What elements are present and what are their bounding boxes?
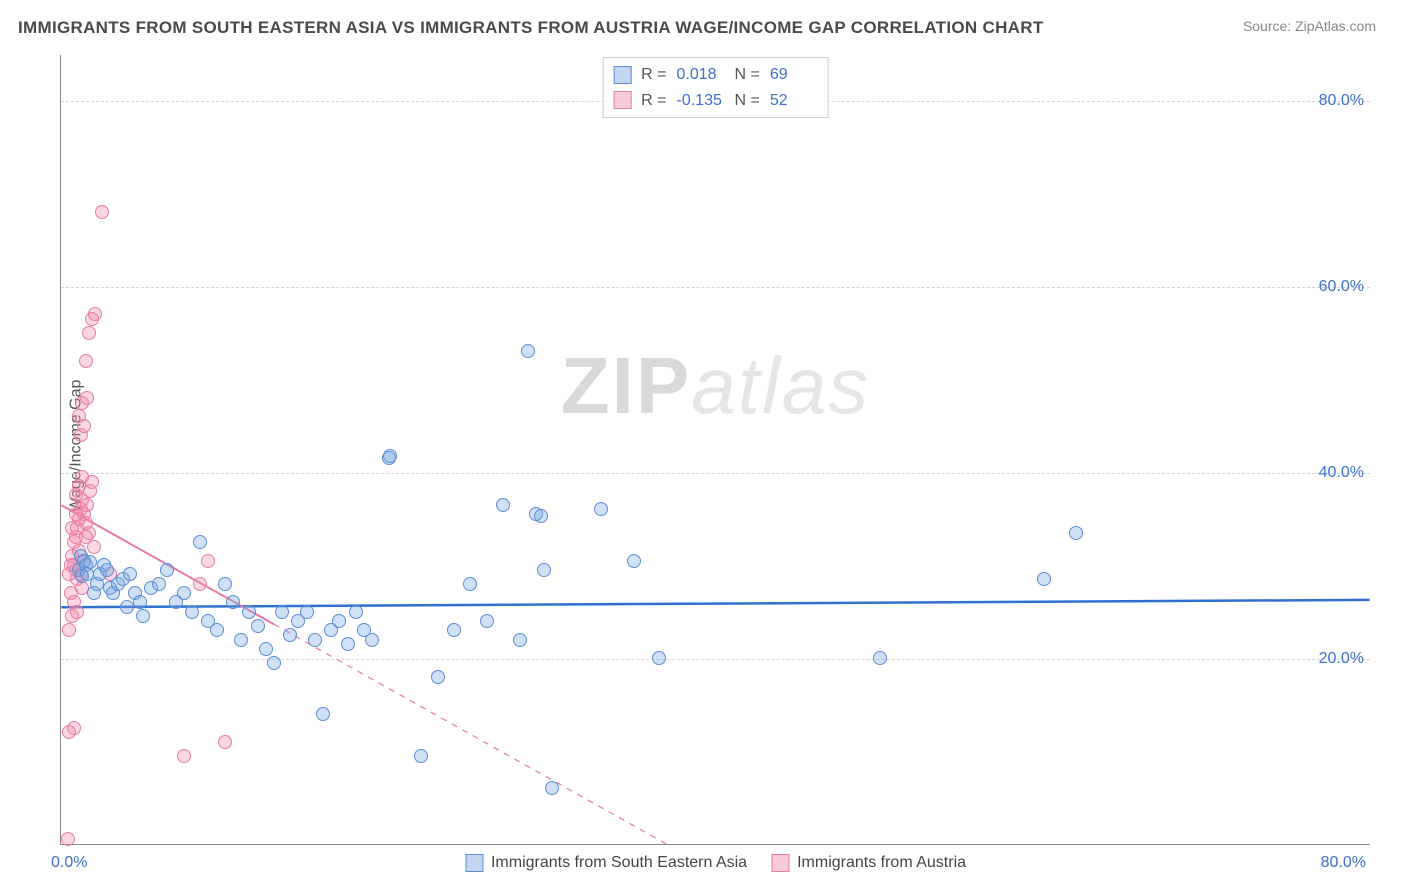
x-tick-max: 80.0%: [1321, 854, 1366, 872]
chart-title: IMMIGRANTS FROM SOUTH EASTERN ASIA VS IM…: [18, 18, 1044, 38]
scatter-point: [383, 449, 397, 463]
scatter-point: [62, 623, 76, 637]
legend-item-pink: Immigrants from Austria: [771, 854, 966, 872]
scatter-point: [521, 344, 535, 358]
r-value-pink: -0.135: [677, 88, 725, 114]
scatter-point: [414, 749, 428, 763]
scatter-point: [242, 605, 256, 619]
scatter-point: [61, 832, 75, 846]
scatter-point: [431, 670, 445, 684]
scatter-point: [79, 530, 93, 544]
scatter-point: [100, 563, 114, 577]
scatter-point: [95, 205, 109, 219]
n-label: N =: [735, 88, 760, 114]
r-value-blue: 0.018: [677, 62, 725, 88]
r-label: R =: [641, 62, 666, 88]
swatch-pink-icon: [771, 854, 789, 872]
scatter-point: [218, 577, 232, 591]
legend-label-pink: Immigrants from Austria: [797, 854, 966, 872]
scatter-point: [463, 577, 477, 591]
scatter-point: [133, 595, 147, 609]
legend-row-pink: R = -0.135 N = 52: [613, 88, 818, 114]
n-label: N =: [735, 62, 760, 88]
scatter-point: [77, 419, 91, 433]
scatter-point: [300, 605, 314, 619]
n-value-pink: 52: [770, 88, 818, 114]
scatter-point: [65, 521, 79, 535]
scatter-point: [316, 707, 330, 721]
scatter-point: [259, 642, 273, 656]
trend-lines: [61, 55, 1370, 844]
scatter-point: [80, 391, 94, 405]
scatter-point: [534, 509, 548, 523]
legend-label-blue: Immigrants from South Eastern Asia: [491, 854, 747, 872]
correlation-legend: R = 0.018 N = 69 R = -0.135 N = 52: [602, 57, 829, 118]
scatter-point: [447, 623, 461, 637]
scatter-point: [79, 354, 93, 368]
scatter-point: [185, 605, 199, 619]
scatter-point: [70, 605, 84, 619]
scatter-point: [120, 600, 134, 614]
scatter-point: [537, 563, 551, 577]
scatter-point: [341, 637, 355, 651]
scatter-point: [594, 502, 608, 516]
scatter-point: [193, 535, 207, 549]
scatter-point: [201, 554, 215, 568]
scatter-point: [136, 609, 150, 623]
scatter-point: [226, 595, 240, 609]
scatter-point: [123, 567, 137, 581]
scatter-point: [67, 721, 81, 735]
scatter-point: [627, 554, 641, 568]
scatter-point: [283, 628, 297, 642]
source-attribution: Source: ZipAtlas.com: [1243, 18, 1376, 34]
scatter-point: [80, 498, 94, 512]
scatter-point: [1037, 572, 1051, 586]
scatter-point: [83, 555, 97, 569]
scatter-point: [267, 656, 281, 670]
scatter-point: [152, 577, 166, 591]
swatch-blue-icon: [613, 66, 631, 84]
scatter-point: [177, 749, 191, 763]
scatter-point: [177, 586, 191, 600]
scatter-point: [160, 563, 174, 577]
scatter-point: [69, 507, 83, 521]
scatter-point: [480, 614, 494, 628]
swatch-pink-icon: [613, 91, 631, 109]
plot-area: ZIPatlas 20.0%40.0%60.0%80.0% 0.0% 80.0%…: [60, 55, 1370, 845]
scatter-point: [210, 623, 224, 637]
scatter-point: [88, 307, 102, 321]
scatter-point: [193, 577, 207, 591]
series-legend: Immigrants from South Eastern Asia Immig…: [457, 854, 974, 872]
scatter-point: [349, 605, 363, 619]
r-label: R =: [641, 88, 666, 114]
legend-item-blue: Immigrants from South Eastern Asia: [465, 854, 747, 872]
scatter-point: [75, 470, 89, 484]
scatter-point: [308, 633, 322, 647]
scatter-point: [275, 605, 289, 619]
scatter-point: [251, 619, 265, 633]
n-value-blue: 69: [770, 62, 818, 88]
x-tick-min: 0.0%: [51, 854, 87, 872]
scatter-point: [652, 651, 666, 665]
scatter-point: [332, 614, 346, 628]
scatter-point: [1069, 526, 1083, 540]
legend-row-blue: R = 0.018 N = 69: [613, 62, 818, 88]
scatter-point: [365, 633, 379, 647]
scatter-point: [873, 651, 887, 665]
scatter-point: [218, 735, 232, 749]
scatter-point: [545, 781, 559, 795]
scatter-point: [82, 326, 96, 340]
swatch-blue-icon: [465, 854, 483, 872]
scatter-point: [234, 633, 248, 647]
scatter-point: [496, 498, 510, 512]
scatter-point: [513, 633, 527, 647]
